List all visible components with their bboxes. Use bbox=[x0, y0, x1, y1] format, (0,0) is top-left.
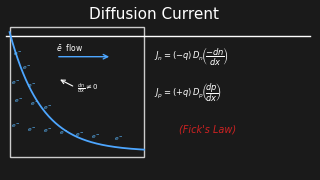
Text: (Fick's Law): (Fick's Law) bbox=[180, 125, 236, 135]
Text: $e^-$: $e^-$ bbox=[43, 104, 53, 112]
Text: $J_n = (-q)\,D_n\!\left(\!\dfrac{-dn}{dx}\!\right)$: $J_n = (-q)\,D_n\!\left(\!\dfrac{-dn}{dx… bbox=[154, 46, 228, 68]
Text: $e^-$: $e^-$ bbox=[43, 127, 53, 135]
Text: $e^-$: $e^-$ bbox=[114, 135, 123, 143]
Text: $\frac{dn}{dx} \neq 0$: $\frac{dn}{dx} \neq 0$ bbox=[77, 82, 99, 96]
Text: $e^-$: $e^-$ bbox=[14, 97, 24, 105]
Text: $e^-$: $e^-$ bbox=[91, 133, 101, 141]
Text: $e^-$: $e^-$ bbox=[27, 82, 37, 90]
Text: $e^-$: $e^-$ bbox=[75, 131, 85, 139]
Text: $e^-$: $e^-$ bbox=[30, 100, 40, 108]
Text: Diffusion Current: Diffusion Current bbox=[89, 7, 219, 22]
Text: $e^-$: $e^-$ bbox=[22, 64, 32, 72]
Text: $J_p = (+q)\,D_p\!\left(\!\dfrac{dp}{dx}\!\right)$: $J_p = (+q)\,D_p\!\left(\!\dfrac{dp}{dx}… bbox=[154, 81, 222, 104]
Text: $e^-$: $e^-$ bbox=[27, 126, 37, 134]
Text: $e^-$: $e^-$ bbox=[11, 79, 21, 87]
Text: $e^-$: $e^-$ bbox=[59, 129, 69, 137]
Text: $e^-$: $e^-$ bbox=[13, 50, 22, 58]
Text: $e^-$: $e^-$ bbox=[11, 122, 21, 130]
Text: $\bar{e}$  flow: $\bar{e}$ flow bbox=[56, 42, 83, 53]
